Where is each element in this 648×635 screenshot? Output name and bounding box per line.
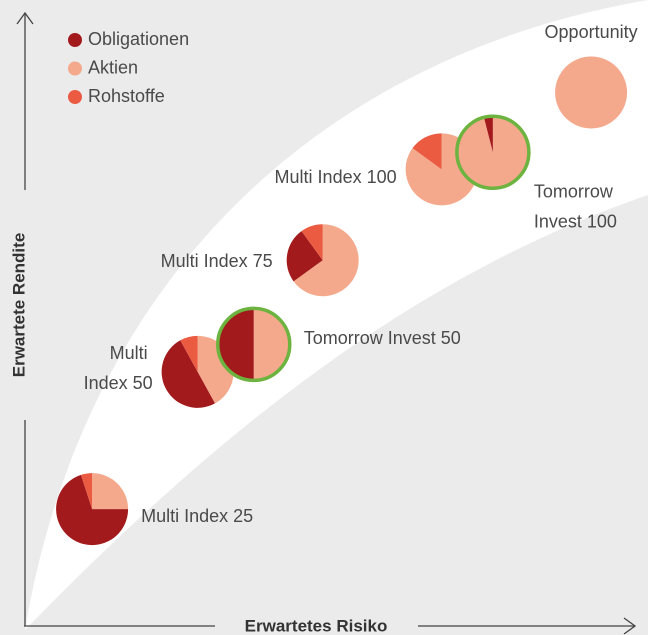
y-axis-label: Erwartete Rendite xyxy=(9,233,28,378)
pie xyxy=(286,224,359,297)
pie-slice xyxy=(253,308,290,381)
legend-label: Rohstoffe xyxy=(88,86,165,106)
pie-label: Tomorrow Invest 100 xyxy=(534,181,618,231)
pie-label: Multi Index 100 xyxy=(275,167,397,187)
y-arrow xyxy=(16,11,34,25)
pie-slice xyxy=(161,340,215,408)
pie-slice xyxy=(456,116,529,189)
pie-slice xyxy=(92,473,129,510)
legend-swatch xyxy=(68,61,82,76)
legend-swatch xyxy=(68,90,82,104)
pie-slice xyxy=(412,133,442,170)
pie-slice xyxy=(293,224,359,297)
highlight-ring xyxy=(455,114,531,190)
legend-label: Aktien xyxy=(88,57,138,77)
pie-label: Multi Index 75 xyxy=(161,251,273,271)
axes xyxy=(16,11,637,635)
pie-slice xyxy=(555,56,628,129)
pie-slice xyxy=(301,224,323,261)
pie-label: Tomorrow Invest 50 xyxy=(304,328,461,348)
pie-label: Opportunity xyxy=(545,22,638,42)
pie-slice xyxy=(286,231,323,282)
pie xyxy=(216,306,292,383)
pie-label: Multi Index 25 xyxy=(141,506,253,526)
x-axis-label: Erwartetes Risiko xyxy=(245,616,388,635)
pie xyxy=(555,56,628,129)
pie-label: Multi Index 50 xyxy=(84,343,153,393)
pie-slice xyxy=(180,335,198,372)
pie-slice xyxy=(483,116,493,153)
legend-swatch xyxy=(68,33,82,47)
legend-label: Obligationen xyxy=(88,29,189,49)
pie-slice xyxy=(56,474,129,546)
pie-slice xyxy=(80,473,93,510)
pie-slice xyxy=(217,308,254,381)
x-arrow xyxy=(623,617,637,635)
pie xyxy=(455,114,531,190)
highlight-ring xyxy=(216,306,292,383)
pie xyxy=(56,473,129,546)
